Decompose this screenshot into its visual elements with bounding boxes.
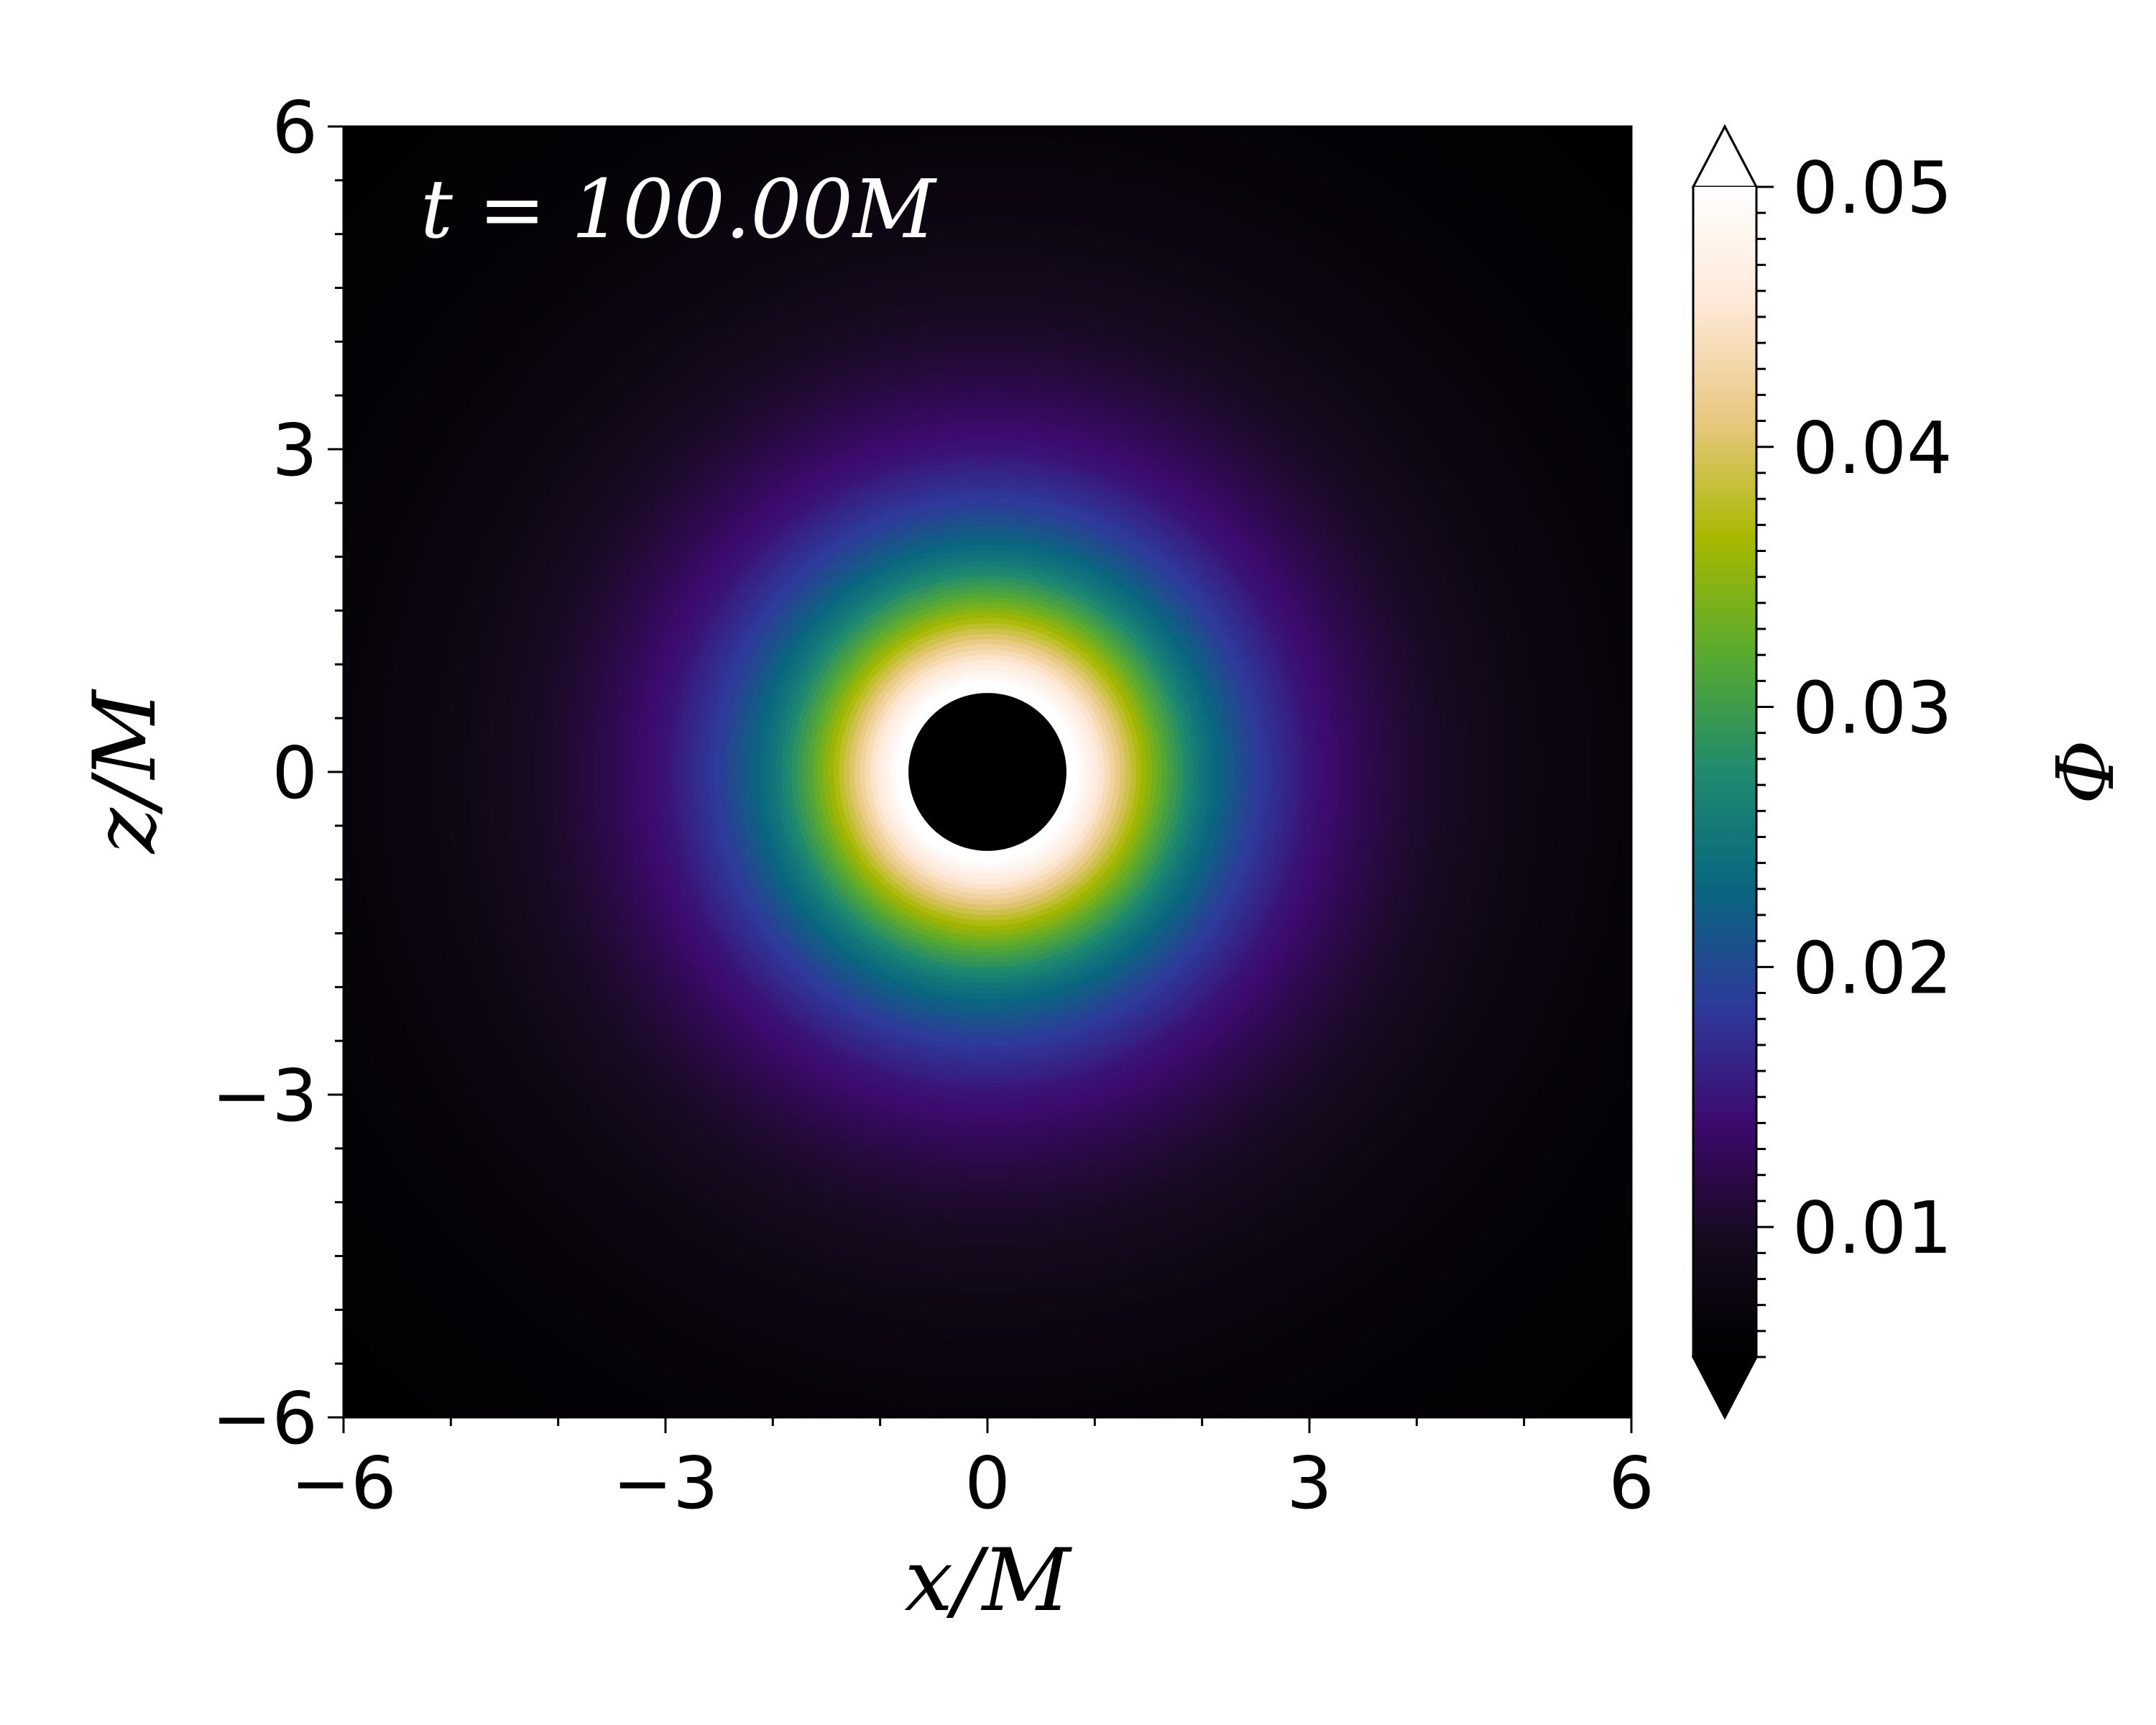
colorbar-extend-top [1691,124,1759,188]
colorbar-tick-label: 0.04 [1792,406,1953,490]
y-tick-label: −6 [212,1376,318,1460]
x-tick-label: 0 [964,1441,1010,1525]
x-axis-label: x/M [905,1531,1073,1631]
y-tick-label: 3 [272,408,318,492]
y-tick-label: 0 [272,731,318,815]
colorbar-extend-bottom [1691,1356,1759,1420]
colorbar-body [1693,187,1756,1357]
plot-frame [342,125,1633,1419]
x-tick-label: −6 [290,1441,396,1525]
x-tick-label: 3 [1286,1441,1332,1525]
x-tick-label: −3 [612,1441,718,1525]
heatmap [344,126,1631,1417]
black-hole-horizon [908,693,1067,851]
x-axis: −6 −3 0 3 6 [290,1417,1654,1525]
y-tick-label: −3 [212,1054,318,1138]
colorbar-tick-label: 0.03 [1792,666,1953,750]
colorbar-ticks: 0.05 0.04 0.03 0.02 0.01 [1756,146,1953,1358]
colorbar: 0.05 0.04 0.03 0.02 0.01 Φ [1691,124,2129,1420]
time-annotation: t = 100.00M [420,163,937,257]
colorbar-tick-label: 0.01 [1792,1186,1953,1270]
colorbar-tick-label: 0.02 [1792,926,1953,1010]
x-tick-label: 6 [1608,1441,1654,1525]
y-axis-label: z/M [75,689,175,855]
y-tick-label: 6 [272,86,318,170]
y-axis: 6 3 0 −3 −6 [212,86,344,1460]
colorbar-tick-label: 0.05 [1792,146,1953,230]
colorbar-label: Φ [2037,740,2129,804]
